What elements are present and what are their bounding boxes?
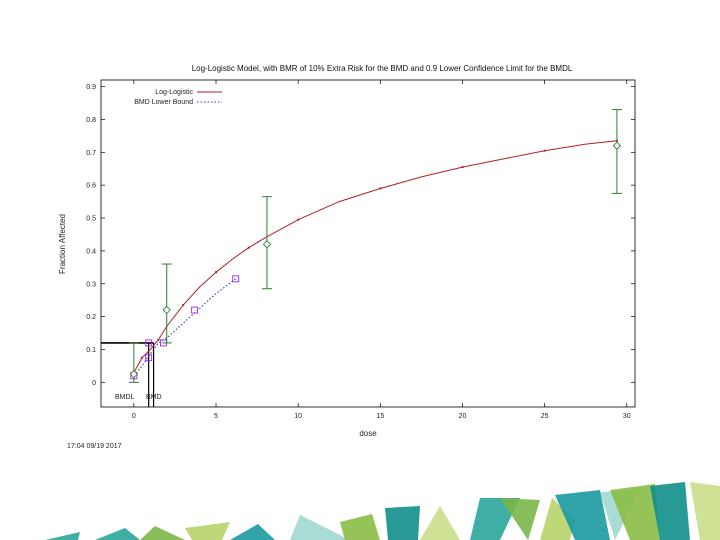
model-point	[297, 218, 300, 221]
observed-point	[162, 305, 171, 315]
timestamp: 17:04 09/19 2017	[67, 443, 122, 450]
legend: Log-Logistic BMD Lower Bound	[134, 89, 222, 106]
bmd-label: BMD	[146, 394, 162, 401]
y-tick-label: 0.1	[86, 347, 96, 354]
lower-bound-marker	[145, 354, 153, 362]
model-point	[379, 187, 382, 190]
x-tick-label: 0	[132, 413, 136, 420]
y-tick-label: 0.9	[86, 84, 96, 91]
y-tick-label: 0.3	[86, 281, 96, 288]
lower-bound-marker	[145, 339, 153, 347]
model-point	[543, 149, 546, 152]
model-point	[215, 271, 218, 274]
y-tick-label: 0.8	[86, 117, 96, 124]
legend-label-bmd-lower-bound: BMD Lower Bound	[134, 99, 193, 106]
decor-shape	[185, 522, 230, 540]
model-point	[157, 338, 160, 341]
lower-bound-marker	[191, 306, 199, 314]
model-point	[247, 246, 250, 249]
x-tick-label: 30	[623, 413, 631, 420]
series-log-logistic-line	[133, 140, 617, 373]
observed-point	[129, 369, 138, 379]
y-axis-label: Fraction Affected	[58, 214, 67, 274]
y-tick-label: 0.4	[86, 248, 96, 255]
y-tick-label: 0.7	[86, 150, 96, 157]
lower-bound-marker	[232, 275, 240, 283]
decor-shape	[385, 506, 420, 540]
observed-point	[612, 141, 622, 150]
model-point	[182, 304, 185, 307]
model-point	[461, 166, 464, 169]
decor-shape	[140, 526, 185, 540]
model-point	[141, 356, 144, 359]
decor-shape	[650, 482, 690, 540]
plot-frame	[100, 79, 636, 408]
decor-shape	[340, 514, 380, 540]
decor-shape	[690, 482, 720, 540]
decor-shape	[290, 515, 350, 540]
x-tick-label: 5	[214, 413, 218, 420]
bmdl-label: BMDL	[115, 394, 135, 401]
decor-shape	[45, 532, 80, 540]
y-tick-label: 0	[92, 380, 96, 387]
decor-shape	[500, 498, 540, 540]
plot-marks	[101, 109, 622, 407]
x-tick-label: 10	[294, 413, 302, 420]
y-tick-label: 0.2	[86, 314, 96, 321]
series-bmd-lower-bound-line	[133, 278, 237, 377]
observed-point	[262, 240, 272, 249]
decor-shape	[610, 484, 660, 540]
x-axis: 0 5 10 15 20 25 30	[132, 80, 631, 420]
decor-shape	[555, 490, 610, 540]
x-axis-label: dose	[359, 429, 377, 438]
decorative-banner	[45, 482, 720, 540]
decor-shape	[540, 498, 575, 540]
decor-shape	[95, 528, 140, 540]
y-tick-label: 0.5	[86, 216, 96, 223]
x-tick-label: 20	[459, 413, 467, 420]
legend-label-log-logistic: Log-Logistic	[155, 89, 193, 96]
y-axis: 0 0.1 0.2 0.3 0.4 0.5 0.6 0.7 0.8 0.9	[86, 84, 635, 387]
decor-shape	[230, 524, 275, 540]
chart-title: Log-Logistic Model, with BMR of 10% Extr…	[192, 64, 573, 73]
decor-shape	[420, 506, 460, 540]
y-tick-label: 0.6	[86, 183, 96, 190]
x-tick-label: 15	[376, 413, 384, 420]
x-tick-label: 25	[541, 413, 549, 420]
